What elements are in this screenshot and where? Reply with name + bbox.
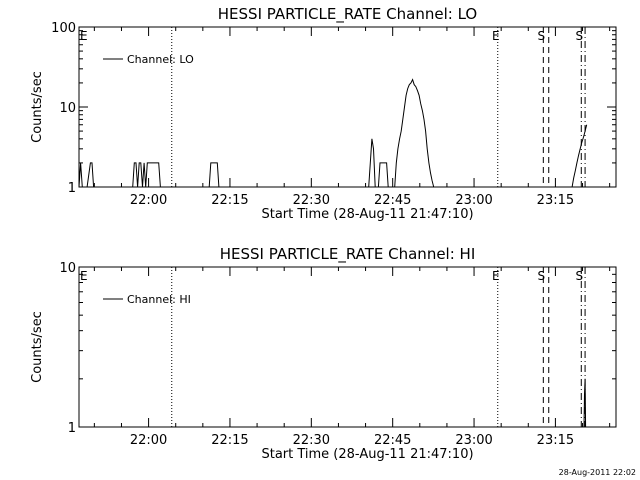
chart-2-x-tick-label: 23:15	[537, 433, 574, 448]
chart-2-marker-label: E	[492, 269, 500, 283]
chart-2-x-tick-label: 23:00	[455, 433, 492, 448]
chart-2-frame	[78, 266, 617, 428]
chart-1-y-axis-label: Counts/sec	[30, 71, 45, 143]
chart-1-x-axis-label: Start Time (28-Aug-11 21:47:10)	[261, 207, 473, 222]
generation-timestamp: 28-Aug-2011 22:02	[559, 468, 636, 477]
chart-2-marker-label: S	[538, 269, 546, 283]
chart-1-x-tick-label: 22:15	[211, 193, 248, 208]
chart-2-marker-label: S	[575, 269, 583, 283]
chart-1-y-tick-label: 1	[68, 181, 76, 196]
chart-1-marker-label: S	[575, 29, 583, 43]
chart-1-x-tick-label: 22:45	[374, 193, 411, 208]
chart-1-series-line	[78, 78, 588, 188]
chart-1-x-tick-label: 23:00	[455, 193, 492, 208]
chart-2-y-tick-label: 1	[68, 421, 76, 436]
chart-2-legend-label: Channel: HI	[127, 293, 191, 306]
chart-1-legend-label: Channel: LO	[127, 53, 194, 66]
chart-1-title: HESSI PARTICLE_RATE Channel: LO	[218, 5, 477, 24]
chart-2-y-axis-label: Counts/sec	[30, 311, 45, 383]
chart-1-x-tick-label: 22:00	[130, 193, 167, 208]
chart-1-y-tick-label: 100	[51, 21, 76, 36]
chart-2-x-tick-label: 22:15	[211, 433, 248, 448]
chart-2-marker-label: E	[80, 269, 88, 283]
chart-2-title: HESSI PARTICLE_RATE Channel: HI	[220, 245, 476, 264]
chart-2: HESSI PARTICLE_RATE Channel: HI 1 10 22:00 2…	[30, 245, 617, 462]
chart-2-series-line	[583, 378, 587, 428]
chart-1-marker-label: E	[80, 29, 88, 43]
chart-1-marker-label: S	[538, 29, 546, 43]
chart-1: HESSI PARTICLE_RATE Channel: LO 1 10 100 22:…	[30, 5, 617, 222]
chart-2-x-tick-label: 22:45	[374, 433, 411, 448]
chart-1-x-tick-label: 23:15	[537, 193, 574, 208]
chart-1-x-tick-label: 22:30	[293, 193, 330, 208]
chart-1-marker-label: E	[492, 29, 500, 43]
chart-2-x-axis-label: Start Time (28-Aug-11 21:47:10)	[261, 447, 473, 462]
chart-1-y-tick-label: 10	[59, 101, 76, 116]
chart-2-y-tick-label: 10	[59, 261, 76, 276]
chart-1-frame	[78, 26, 617, 188]
chart-2-x-tick-label: 22:30	[293, 433, 330, 448]
chart-2-x-tick-label: 22:00	[130, 433, 167, 448]
